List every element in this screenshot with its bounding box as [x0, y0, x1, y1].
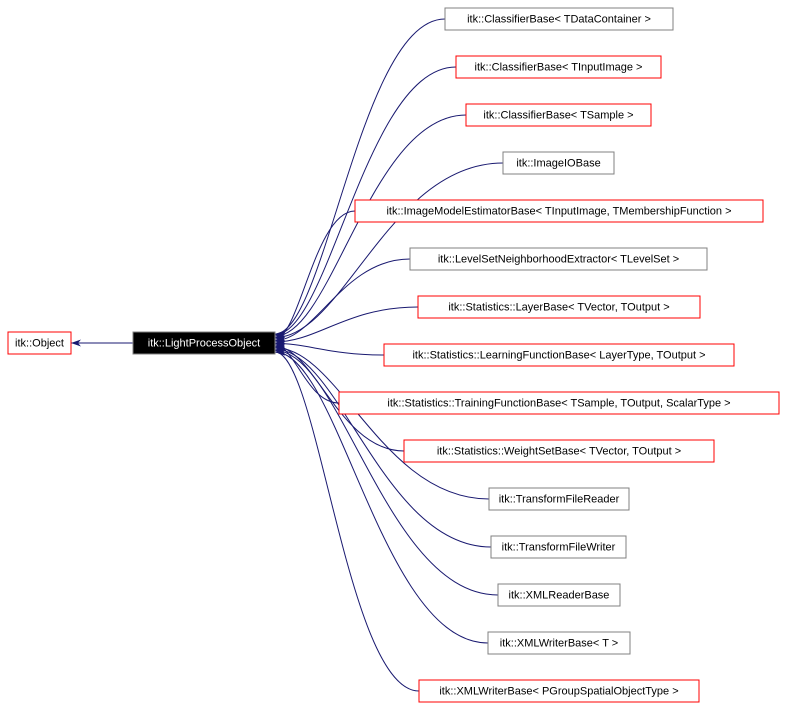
class-node-label: itk::Object: [15, 337, 64, 349]
class-node-label: itk::ImageIOBase: [516, 157, 600, 169]
class-node-tfw[interactable]: itk::TransformFileWriter: [491, 536, 626, 558]
class-node-lpo[interactable]: itk::LightProcessObject: [133, 332, 275, 354]
class-node-cb_tii[interactable]: itk::ClassifierBase< TInputImage >: [456, 56, 661, 78]
class-node-object[interactable]: itk::Object: [8, 332, 71, 354]
class-node-label: itk::Statistics::TrainingFunctionBase< T…: [387, 397, 730, 409]
class-node-imeb[interactable]: itk::ImageModelEstimatorBase< TInputImag…: [355, 200, 763, 222]
class-node-learnfb[interactable]: itk::Statistics::LearningFunctionBase< L…: [384, 344, 734, 366]
class-node-layerbase[interactable]: itk::Statistics::LayerBase< TVector, TOu…: [418, 296, 700, 318]
class-node-cb_ts[interactable]: itk::ClassifierBase< TSample >: [466, 104, 651, 126]
class-node-label: itk::Statistics::LearningFunctionBase< L…: [412, 349, 705, 361]
class-node-label: itk::LightProcessObject: [148, 337, 261, 349]
class-node-tfr[interactable]: itk::TransformFileReader: [489, 488, 629, 510]
class-node-imgio[interactable]: itk::ImageIOBase: [503, 152, 614, 174]
class-node-label: itk::Statistics::LayerBase< TVector, TOu…: [448, 301, 669, 313]
class-node-lsne[interactable]: itk::LevelSetNeighborhoodExtractor< TLev…: [410, 248, 707, 270]
class-node-label: itk::ClassifierBase< TDataContainer >: [467, 13, 651, 25]
nodes-group: itk::Object itk::LightProcessObject itk::C…: [8, 8, 779, 702]
inheritance-edge: [275, 259, 410, 340]
inheritance-diagram: itk::Object itk::LightProcessObject itk::C…: [0, 0, 792, 707]
inheritance-edge: [275, 307, 418, 342]
class-node-wsb[interactable]: itk::Statistics::WeightSetBase< TVector,…: [404, 440, 714, 462]
class-node-label: itk::XMLReaderBase: [509, 589, 610, 601]
class-node-label: itk::ClassifierBase< TInputImage >: [475, 61, 643, 73]
inheritance-edge: [275, 351, 498, 595]
class-node-label: itk::LevelSetNeighborhoodExtractor< TLev…: [438, 253, 679, 265]
class-node-trainfb[interactable]: itk::Statistics::TrainingFunctionBase< T…: [339, 392, 779, 414]
class-node-label: itk::Statistics::WeightSetBase< TVector,…: [437, 445, 681, 457]
inheritance-edge: [275, 348, 489, 499]
class-node-xmlwb_t[interactable]: itk::XMLWriterBase< T >: [488, 632, 630, 654]
class-node-label: itk::TransformFileWriter: [502, 541, 616, 553]
inheritance-edge: [275, 345, 339, 403]
class-node-label: itk::ImageModelEstimatorBase< TInputImag…: [386, 205, 731, 217]
class-node-xmlwb_pg[interactable]: itk::XMLWriterBase< PGroupSpatialObjectT…: [419, 680, 699, 702]
inheritance-edge: [275, 19, 445, 334]
class-node-xmlrb[interactable]: itk::XMLReaderBase: [498, 584, 620, 606]
class-node-label: itk::XMLWriterBase< PGroupSpatialObjectT…: [439, 685, 678, 697]
class-node-label: itk::TransformFileReader: [499, 493, 620, 505]
class-node-cb_tdc[interactable]: itk::ClassifierBase< TDataContainer >: [445, 8, 673, 30]
class-node-label: itk::XMLWriterBase< T >: [500, 637, 618, 649]
class-node-label: itk::ClassifierBase< TSample >: [483, 109, 633, 121]
